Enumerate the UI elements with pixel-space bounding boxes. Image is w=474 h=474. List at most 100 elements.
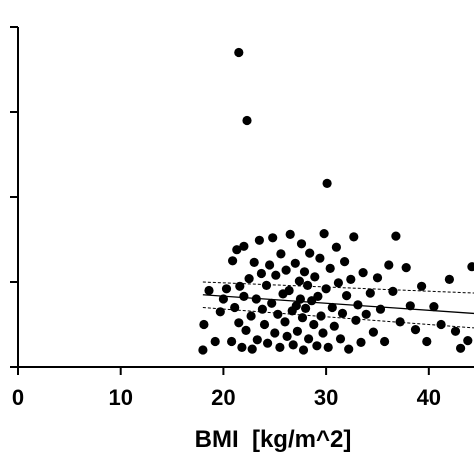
data-point bbox=[342, 291, 352, 301]
data-point bbox=[241, 325, 251, 335]
data-point bbox=[305, 248, 315, 258]
data-point bbox=[329, 321, 339, 331]
data-point bbox=[309, 319, 319, 330]
data-point bbox=[450, 326, 461, 336]
y-axis-ticks bbox=[10, 26, 18, 368]
data-point bbox=[456, 343, 466, 353]
data-point bbox=[284, 285, 294, 296]
data-point bbox=[361, 309, 371, 319]
data-point bbox=[349, 232, 359, 242]
data-point bbox=[340, 257, 350, 267]
data-point bbox=[405, 301, 415, 311]
data-point bbox=[256, 268, 266, 279]
data-point bbox=[227, 336, 237, 347]
data-point bbox=[337, 308, 348, 318]
data-point bbox=[344, 344, 354, 354]
data-point bbox=[294, 276, 304, 286]
data-point bbox=[346, 274, 356, 284]
data-point bbox=[280, 317, 290, 327]
data-point bbox=[244, 274, 254, 284]
data-point bbox=[368, 327, 378, 337]
data-point bbox=[290, 258, 300, 268]
data-point bbox=[303, 280, 313, 290]
data-point bbox=[299, 267, 310, 277]
data-point bbox=[319, 229, 329, 239]
data-point bbox=[313, 291, 323, 301]
data-point bbox=[380, 336, 390, 347]
data-point bbox=[230, 302, 240, 313]
data-point bbox=[235, 281, 245, 291]
data-point bbox=[315, 253, 325, 263]
confidence-band-lower bbox=[202, 307, 474, 329]
data-point bbox=[323, 342, 333, 352]
data-point bbox=[234, 47, 244, 58]
data-point bbox=[321, 284, 331, 294]
data-point bbox=[384, 260, 394, 270]
data-point bbox=[239, 291, 249, 301]
data-point bbox=[198, 345, 208, 355]
data-point bbox=[237, 342, 247, 352]
data-point bbox=[249, 257, 259, 267]
data-point bbox=[391, 231, 401, 241]
data-point bbox=[259, 319, 270, 330]
data-point bbox=[463, 336, 473, 346]
data-point bbox=[304, 334, 314, 344]
data-point bbox=[252, 335, 262, 345]
data-point bbox=[232, 245, 242, 255]
data-point bbox=[273, 309, 283, 319]
data-point bbox=[310, 272, 320, 282]
data-point bbox=[254, 235, 264, 245]
data-point bbox=[221, 284, 232, 294]
data-point bbox=[267, 298, 277, 308]
data-point bbox=[358, 268, 368, 278]
data-point bbox=[265, 260, 275, 270]
regression-line bbox=[202, 294, 474, 315]
data-point bbox=[291, 301, 301, 311]
x-tick-label: 30 bbox=[314, 385, 338, 410]
data-point bbox=[410, 325, 421, 335]
data-point bbox=[327, 302, 337, 313]
data-point bbox=[261, 280, 272, 290]
regression-lines bbox=[202, 281, 474, 329]
data-point bbox=[356, 337, 366, 347]
data-point bbox=[292, 326, 302, 336]
data-point bbox=[301, 303, 311, 313]
data-point bbox=[375, 304, 386, 314]
data-point bbox=[388, 286, 398, 296]
data-point bbox=[282, 331, 292, 341]
data-point bbox=[429, 302, 439, 312]
data-point bbox=[288, 340, 298, 350]
data-point bbox=[228, 256, 238, 266]
data-point bbox=[331, 242, 341, 252]
data-point bbox=[335, 334, 346, 344]
x-axis-title: BMI [kg/m^2] bbox=[195, 426, 352, 453]
data-point bbox=[312, 341, 322, 351]
data-point bbox=[239, 241, 249, 251]
data-point bbox=[285, 229, 295, 239]
axes bbox=[17, 27, 474, 368]
x-axis-ticks: 0 10 20 30 40 bbox=[12, 367, 441, 410]
data-point bbox=[204, 285, 214, 296]
data-point bbox=[417, 281, 427, 291]
data-point bbox=[365, 288, 375, 298]
data-point bbox=[333, 278, 343, 288]
data-point bbox=[436, 319, 446, 330]
data-point bbox=[422, 336, 432, 347]
x-tick-label: 0 bbox=[12, 385, 24, 410]
data-point bbox=[276, 249, 286, 259]
data-point bbox=[215, 307, 225, 317]
confidence-band-upper bbox=[202, 281, 474, 294]
data-point bbox=[268, 233, 278, 243]
data-point bbox=[372, 273, 383, 283]
data-point bbox=[275, 342, 285, 352]
data-point bbox=[247, 344, 257, 354]
data-point bbox=[351, 315, 361, 325]
data-point bbox=[467, 262, 474, 272]
x-tick-label: 20 bbox=[211, 385, 235, 410]
data-point bbox=[325, 263, 335, 273]
data-point bbox=[263, 338, 273, 348]
data-point bbox=[316, 311, 326, 321]
data-point bbox=[298, 345, 309, 355]
data-point bbox=[234, 318, 244, 328]
